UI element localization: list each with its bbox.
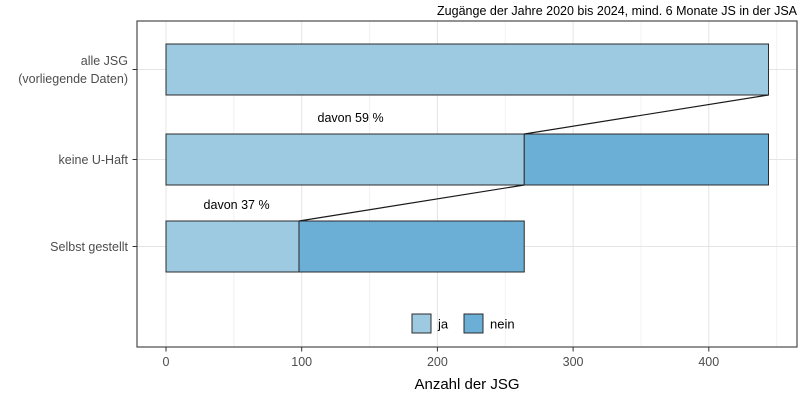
- legend-swatch-ja: [411, 313, 432, 334]
- chart-generated-layer: davon 59 % davon 37 % 0 100 200 300 400 alle JS…: [18, 20, 798, 369]
- x-tick-label: 100: [291, 355, 312, 369]
- bar-segment-ja: [165, 220, 300, 273]
- connector-line: [524, 94, 769, 135]
- panel-border: [136, 20, 798, 348]
- x-tick-label: 400: [698, 355, 719, 369]
- bar-annotation: davon 37 %: [204, 198, 270, 212]
- legend-label-ja: ja: [437, 317, 449, 332]
- y-axis-label: Selbst gestellt: [50, 240, 128, 254]
- x-tick-label: 0: [163, 355, 170, 369]
- bar-segment-nein: [523, 133, 770, 186]
- bar-segment-nein: [298, 220, 525, 273]
- connector-line: [298, 184, 525, 222]
- x-tick-label: 300: [563, 355, 584, 369]
- legend-swatch-nein: [463, 313, 484, 334]
- bar-segment-ja: [165, 133, 525, 186]
- bar-segment-ja: [165, 43, 770, 96]
- x-tick-label: 200: [427, 355, 448, 369]
- y-axis-label: (vorliegende Daten): [18, 72, 128, 86]
- y-axis-label: alle JSG: [81, 54, 128, 68]
- chart-title: Zugänge der Jahre 2020 bis 2024, mind. 6…: [437, 4, 798, 18]
- x-axis-title: Anzahl der JSG: [414, 376, 519, 393]
- y-axis-label: keine U-Haft: [59, 153, 129, 167]
- bar-annotation: davon 59 %: [318, 111, 384, 125]
- legend-label-nein: nein: [490, 317, 515, 332]
